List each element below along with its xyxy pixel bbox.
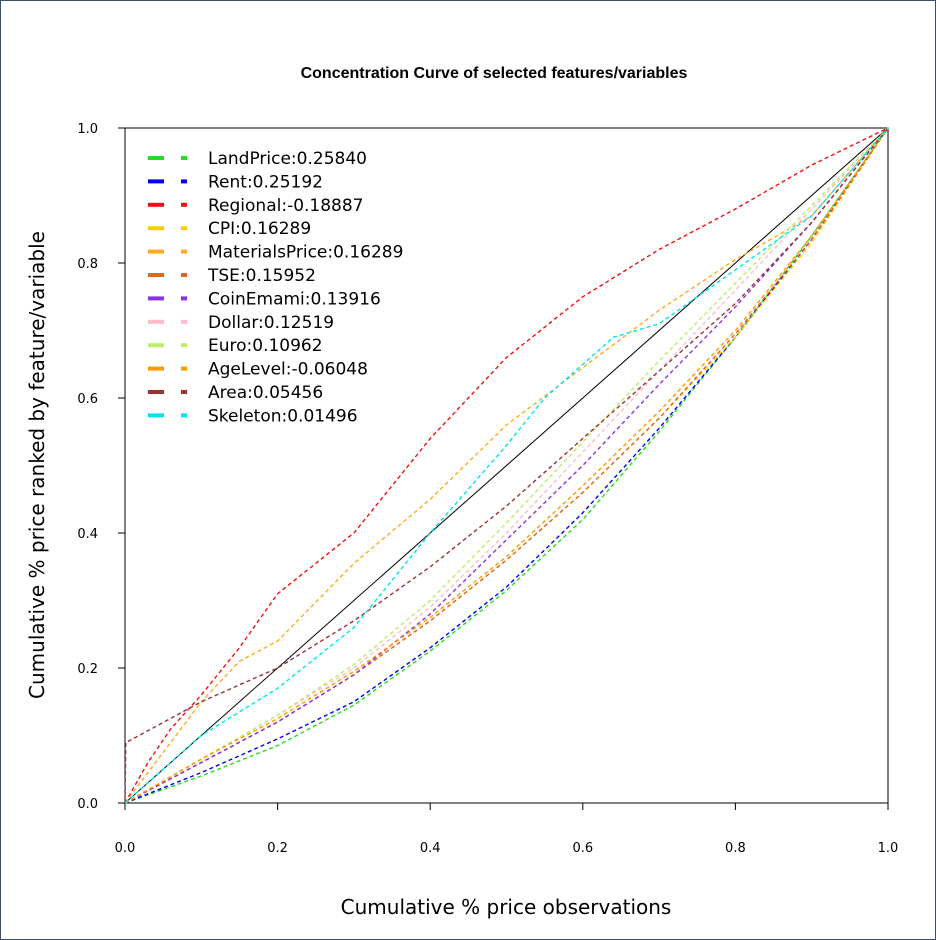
x-tick-label: 0.2 bbox=[267, 841, 288, 856]
legend-label: AgeLevel:-0.06048 bbox=[208, 360, 368, 380]
y-tick-label: 0.4 bbox=[77, 527, 98, 542]
series-line-7 bbox=[124, 127, 889, 804]
series-line-2 bbox=[124, 127, 889, 804]
legend-label: CPI:0.16289 bbox=[208, 219, 311, 239]
y-axis-ticks: 0.0 0.2 0.4 0.6 0.8 1.0 bbox=[77, 122, 125, 812]
legend-label: Skeleton:0.01496 bbox=[208, 406, 358, 426]
series-layer bbox=[124, 127, 889, 804]
chart-title: Concentration Curve of selected features… bbox=[301, 65, 688, 82]
x-axis-ticks: 0.0 0.2 0.4 0.6 0.8 1.0 bbox=[115, 803, 899, 856]
x-tick-label: 0.4 bbox=[420, 841, 441, 856]
legend-label: MaterialsPrice:0.16289 bbox=[208, 243, 403, 263]
legend-label: Rent:0.25192 bbox=[208, 172, 323, 192]
series-line-1 bbox=[124, 127, 889, 804]
series-line-9 bbox=[124, 127, 889, 804]
legend: LandPrice:0.25840 Rent:0.25192 Regional:-0… bbox=[148, 149, 403, 426]
y-tick-label: 1.0 bbox=[77, 122, 98, 137]
y-tick-label: 0.8 bbox=[77, 257, 98, 272]
x-tick-label: 0.8 bbox=[725, 841, 746, 856]
series-line-3 bbox=[124, 127, 889, 804]
plot-frame bbox=[124, 127, 889, 804]
x-tick-label: 1.0 bbox=[878, 841, 899, 856]
legend-label: Dollar:0.12519 bbox=[208, 313, 334, 333]
series-line-11 bbox=[124, 127, 889, 804]
legend-label: Area:0.05456 bbox=[208, 383, 323, 403]
y-tick-label: 0.0 bbox=[77, 797, 98, 812]
x-tick-label: 0.6 bbox=[572, 841, 593, 856]
legend-label: Euro:0.10962 bbox=[208, 336, 323, 356]
y-tick-label: 0.6 bbox=[77, 392, 98, 407]
legend-label: CoinEmami:0.13916 bbox=[208, 289, 381, 309]
legend-label: TSE:0.15952 bbox=[207, 266, 316, 286]
y-tick-label: 0.2 bbox=[77, 662, 98, 677]
y-axis-label: Cumulative % price ranked by feature/var… bbox=[25, 231, 49, 699]
x-axis-label: Cumulative % price observations bbox=[341, 895, 672, 919]
x-tick-label: 0.0 bbox=[115, 841, 136, 856]
equality-line bbox=[124, 127, 889, 804]
legend-label: LandPrice:0.25840 bbox=[208, 149, 367, 169]
series-line-12 bbox=[124, 127, 889, 804]
legend-label: Regional:-0.18887 bbox=[208, 196, 364, 216]
series-line-10 bbox=[124, 127, 889, 804]
series-line-8 bbox=[124, 127, 889, 804]
